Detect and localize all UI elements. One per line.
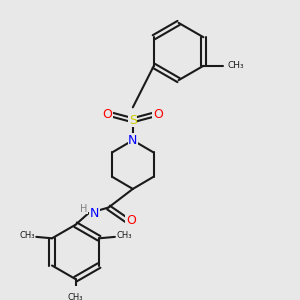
Text: CH₃: CH₃ (19, 231, 35, 240)
Text: S: S (129, 114, 137, 127)
Text: H: H (80, 204, 87, 214)
Text: N: N (128, 134, 137, 147)
Text: N: N (90, 207, 99, 220)
Text: O: O (103, 108, 112, 121)
Text: O: O (126, 214, 136, 227)
Text: CH₃: CH₃ (116, 231, 132, 240)
Text: CH₃: CH₃ (68, 293, 83, 300)
Text: CH₃: CH₃ (227, 61, 244, 70)
Text: O: O (153, 108, 163, 121)
